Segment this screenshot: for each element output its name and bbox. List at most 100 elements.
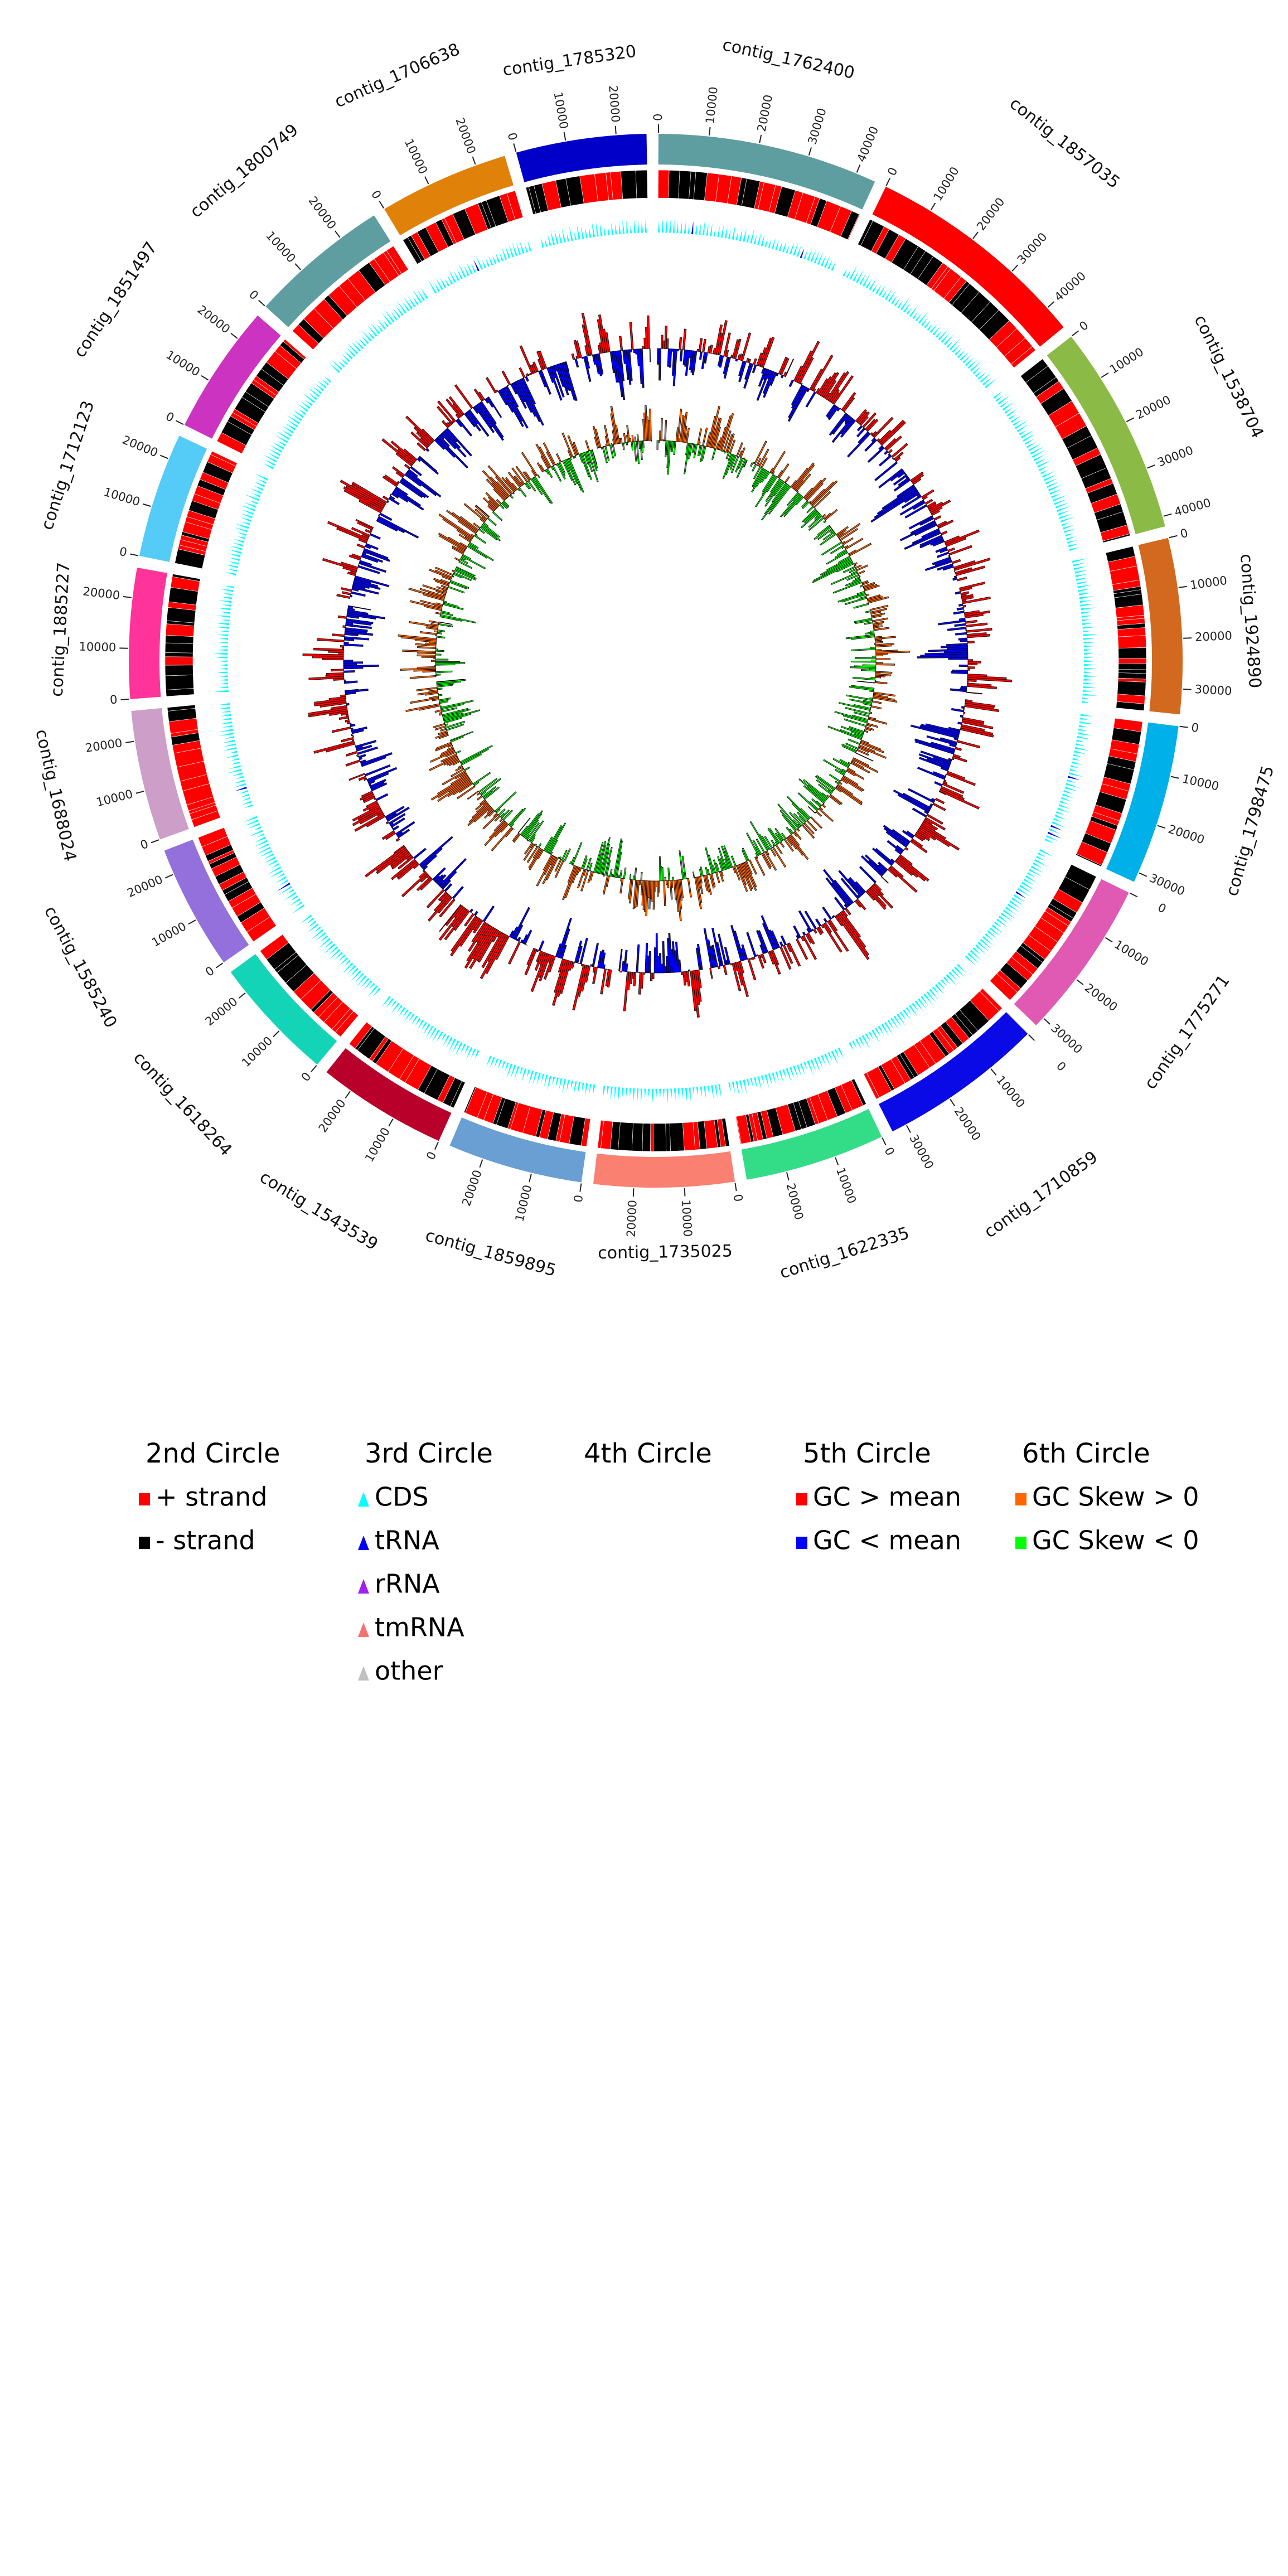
gc-low-bar	[436, 874, 447, 885]
cds-marker	[918, 312, 928, 324]
contig-arc	[230, 954, 337, 1065]
cds-marker	[757, 232, 762, 245]
trna-marker	[1067, 776, 1081, 781]
contig-label: contig_1785320	[501, 42, 637, 80]
gc-skew-negative-bar	[584, 451, 593, 472]
gc-low-bar	[952, 577, 958, 581]
gc-skew-negative-bar	[569, 457, 572, 461]
cds-marker	[764, 1074, 769, 1089]
cds-marker	[411, 1015, 418, 1025]
contig-label: contig_1543539	[256, 1168, 381, 1255]
cds-marker	[778, 1070, 784, 1083]
cds-marker	[233, 779, 245, 784]
cds-marker	[367, 985, 378, 998]
cds-marker	[946, 974, 957, 986]
gc-high-bar	[698, 338, 703, 352]
cds-marker	[403, 296, 413, 309]
minus-strand-feature	[1118, 647, 1147, 659]
gc-low-bar	[940, 767, 949, 772]
gc-skew-negative-bar	[705, 847, 714, 874]
cds-marker	[249, 500, 258, 505]
tick-mark	[215, 962, 224, 969]
gc-skew-negative-bar	[826, 551, 848, 565]
gc-low-bar	[956, 607, 964, 611]
tick-mark	[513, 143, 517, 152]
gc-low-bar	[583, 356, 592, 382]
gc-low-bar	[920, 750, 952, 763]
cds-marker	[1064, 786, 1078, 792]
cds-marker	[977, 372, 986, 380]
cds-marker	[377, 319, 386, 330]
cds-marker	[289, 898, 301, 906]
cds-marker	[233, 539, 245, 543]
cds-marker	[739, 1080, 743, 1093]
gc-low-bar	[658, 953, 662, 974]
cds-marker	[221, 718, 232, 720]
cds-marker	[672, 219, 675, 233]
cds-marker	[585, 1083, 588, 1096]
gc-low-bar	[597, 951, 603, 969]
cds-marker	[814, 251, 820, 264]
gc-high-bar	[879, 419, 905, 445]
tick-mark	[1163, 513, 1172, 517]
cds-marker	[1003, 909, 1015, 919]
gc-skew-negative-bar	[802, 501, 810, 509]
contig-arc	[326, 1048, 452, 1141]
cds-marker	[834, 1049, 840, 1059]
cds-marker	[703, 1086, 706, 1098]
cds-marker	[855, 1038, 861, 1049]
gc-skew-negative-bar	[528, 820, 544, 842]
cds-marker	[324, 941, 333, 948]
cds-marker	[955, 347, 963, 356]
gc-skew-positive-bar	[824, 509, 838, 521]
gc-low-bar	[395, 821, 415, 836]
cds-marker	[746, 1078, 749, 1088]
cds-marker	[226, 768, 242, 774]
gc-low-bar	[395, 486, 408, 496]
gc-high-bar	[313, 647, 344, 651]
cds-marker	[817, 252, 824, 265]
gc-skew-negative-bar	[811, 798, 822, 808]
cds-marker	[302, 393, 315, 403]
cds-marker	[817, 1056, 823, 1069]
gc-low-bar	[902, 792, 932, 810]
gc-skew-positive-bar	[435, 612, 441, 615]
cds-marker	[328, 362, 340, 373]
gc-low-bar	[924, 560, 952, 572]
cds-marker	[231, 761, 240, 765]
gc-low-bar	[730, 925, 743, 962]
gc-low-bar	[953, 611, 965, 615]
gc-high-bar	[939, 789, 980, 810]
minus-strand-feature	[1117, 680, 1146, 696]
tick-mark	[135, 791, 144, 794]
gc-skew-negative-bar	[467, 544, 494, 561]
plus-strand-feature	[863, 1072, 880, 1100]
gc-skew-negative-bar	[543, 836, 553, 851]
cds-marker	[282, 430, 292, 437]
cds-marker	[282, 425, 294, 434]
gc-low-bar	[832, 414, 849, 435]
gc-low-bar	[627, 349, 633, 381]
gc-skew-negative-bar	[623, 442, 626, 445]
tick-label: 20000	[784, 1182, 806, 1222]
gc-low-bar	[746, 932, 757, 957]
gc-skew-negative-bar	[765, 478, 782, 502]
cds-marker	[417, 289, 425, 301]
cds-marker	[954, 966, 966, 978]
cds-marker	[548, 235, 551, 246]
cds-marker	[874, 1028, 881, 1038]
gc-high-bar	[837, 913, 869, 956]
cds-marker	[308, 393, 317, 400]
gc-skew-negative-bar	[779, 493, 801, 518]
gc-high-bar	[730, 963, 733, 966]
cds-marker	[692, 1087, 695, 1096]
gc-skew-positive-bar	[845, 538, 864, 550]
cds-marker	[1058, 510, 1069, 516]
gc-skew-negative-bar	[642, 440, 645, 449]
cds-marker	[1079, 721, 1095, 725]
gc-low-bar	[347, 611, 385, 619]
gc-skew-negative-bar	[842, 745, 857, 753]
gc-skew-negative-bar	[545, 825, 563, 853]
gc-skew-negative-bar	[822, 531, 835, 541]
cds-marker	[316, 384, 325, 391]
